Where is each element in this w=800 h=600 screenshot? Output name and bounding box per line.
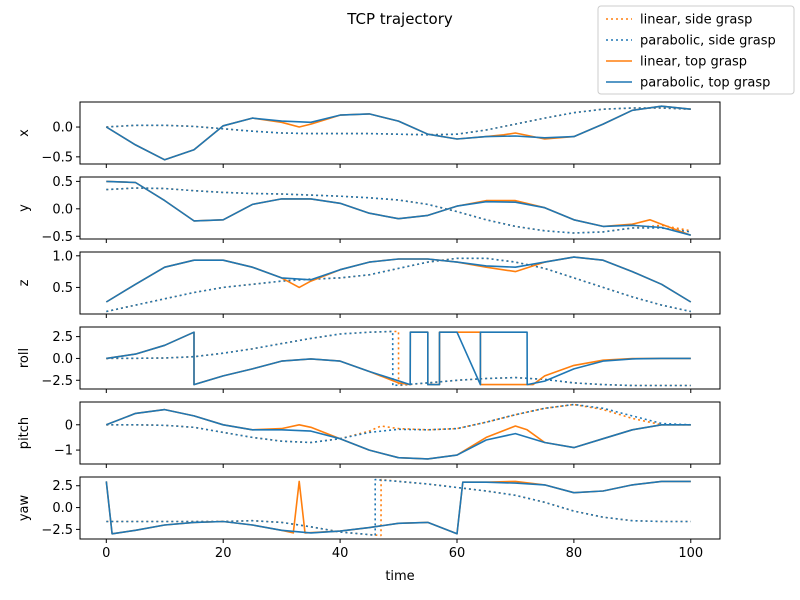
y-axis-label-yaw: yaw — [17, 494, 32, 521]
y-tick-label: −2.5 — [41, 374, 73, 389]
subplot-z: 1.0 0.5 z — [17, 249, 721, 318]
series-line-z-1 — [106, 257, 691, 313]
subplot-x: 0.0 −0.5 x — [17, 101, 721, 168]
legend: linear, side grasp parabolic, side grasp l… — [597, 5, 795, 95]
y-tick-label: 0.0 — [52, 121, 73, 136]
legend-entry-label: parabolic, side grasp — [640, 34, 776, 49]
series-line-pitch-1 — [106, 403, 691, 444]
x-tick-label: 60 — [449, 546, 466, 561]
y-tick-label: −0.5 — [41, 230, 73, 245]
series-line-roll-3 — [106, 331, 691, 386]
y-axis-label-pitch: pitch — [17, 417, 32, 449]
x-tick-label: 20 — [215, 546, 232, 561]
series-group — [105, 256, 692, 313]
series-group — [106, 330, 691, 387]
x-axis-label: time — [385, 569, 414, 584]
x-tick-label: 80 — [566, 546, 583, 561]
series-group — [106, 180, 692, 236]
series-line-x-2 — [105, 105, 691, 161]
x-tick-label: 0 — [102, 546, 110, 561]
axes-frame — [79, 326, 721, 390]
y-tick-label: −0.5 — [41, 150, 73, 165]
y-tick-label: 0 — [65, 418, 73, 433]
subplot-roll: 2.5 0.0 −2.5 roll — [17, 326, 721, 393]
series-group — [105, 105, 691, 161]
series-line-yaw-1 — [106, 478, 691, 537]
y-tick-label: 0.0 — [52, 352, 73, 367]
series-line-roll-1 — [106, 330, 691, 387]
series-line-yaw-3 — [105, 480, 691, 535]
series-line-yaw-2 — [105, 480, 691, 535]
series-line-y-3 — [106, 180, 692, 236]
y-tick-label: −1 — [54, 444, 73, 459]
y-axis-label-y: y — [17, 204, 32, 212]
subplot-pitch: 0 −1 pitch — [17, 401, 721, 468]
y-tick-label: 2.5 — [52, 330, 73, 345]
y-tick-label: −2.5 — [41, 523, 73, 538]
x-tick-label: 100 — [678, 546, 703, 561]
series-line-x-3 — [105, 105, 691, 161]
series-line-z-3 — [105, 256, 692, 303]
axes-frame — [79, 251, 721, 315]
series-group — [105, 478, 691, 537]
chart-title: TCP trajectory — [346, 10, 453, 28]
y-tick-label: 1.0 — [52, 249, 73, 264]
y-tick-label: 2.5 — [52, 479, 73, 494]
y-axis-label-roll: roll — [17, 348, 32, 368]
series-line-yaw-0 — [106, 478, 691, 537]
legend-entry-label: linear, side grasp — [640, 13, 752, 28]
legend-entry-label: linear, top grasp — [640, 55, 747, 70]
subplot-stack: 0.0 −0.5 x 0.5 0.0 −0.5 y 1.0 0.5 z 2.5 0.0 −2.5 roll… — [17, 101, 721, 561]
series-line-pitch-0 — [106, 403, 691, 444]
x-tick-label: 40 — [332, 546, 349, 561]
legend-entry-label: parabolic, top grasp — [640, 76, 770, 91]
axes-frame — [79, 401, 721, 465]
series-line-z-0 — [106, 257, 691, 313]
axes-frame — [79, 176, 721, 240]
subplot-yaw: 2.5 0.0 −2.5 yaw 0 20 40 60 80 100 — [17, 476, 721, 561]
y-tick-label: 0.0 — [52, 501, 73, 516]
y-tick-label: 0.5 — [52, 175, 73, 190]
y-tick-label: 0.5 — [52, 281, 73, 296]
series-line-z-2 — [105, 256, 692, 303]
subplot-y: 0.5 0.0 −0.5 y — [17, 175, 721, 245]
axes-frame — [79, 101, 721, 165]
series-line-roll-0 — [106, 330, 691, 387]
y-axis-label-x: x — [17, 129, 32, 137]
y-axis-label-z: z — [17, 279, 32, 286]
legend-box — [597, 5, 795, 95]
y-tick-label: 0.0 — [52, 202, 73, 217]
series-line-pitch-2 — [106, 408, 691, 460]
series-group — [106, 403, 691, 460]
series-line-pitch-3 — [106, 408, 691, 460]
series-line-y-1 — [106, 187, 691, 234]
